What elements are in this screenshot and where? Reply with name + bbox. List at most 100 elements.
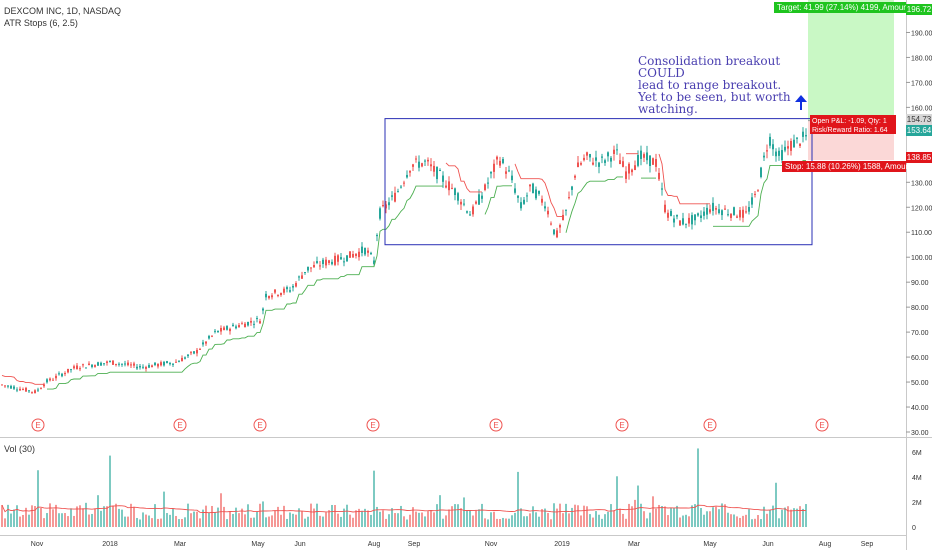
candle-body (676, 214, 678, 217)
candle-body (739, 210, 741, 218)
risk-reward-label: Risk/Reward Ratio: 1.64 (812, 127, 888, 134)
candle-body (184, 357, 186, 359)
candle-body (490, 171, 492, 174)
volume-bar (499, 519, 501, 527)
candle-body (805, 135, 807, 137)
volume-bar (223, 506, 225, 527)
y-tick-label: 120.00 (911, 205, 932, 212)
volume-bar (22, 514, 24, 527)
volume-bar (328, 510, 330, 527)
candle-body (358, 251, 360, 258)
volume-bar (157, 518, 159, 527)
volume-legend[interactable]: Vol (30) (4, 444, 36, 454)
volume-bar (184, 517, 186, 527)
candle-body (733, 207, 735, 215)
volume-bar (418, 512, 420, 527)
volume-bar (790, 509, 792, 527)
volume-bar (763, 506, 765, 527)
candle-body (403, 182, 405, 184)
symbol-legend[interactable]: DEXCOM INC, 1D, NASDAQ (4, 6, 122, 16)
candle-body (121, 363, 123, 365)
volume-bar (190, 513, 192, 527)
volume-bar (220, 493, 222, 527)
candle-body (532, 183, 534, 194)
indicator-legend[interactable]: ATR Stops (6, 2.5) (4, 18, 78, 28)
candle-body (595, 157, 597, 161)
candle-body (310, 267, 312, 269)
volume-bar (793, 508, 795, 527)
candle-body (46, 379, 48, 383)
candle-body (79, 368, 81, 370)
earnings-marker-label: E (619, 421, 624, 430)
candle-body (127, 362, 129, 366)
volume-bar (667, 515, 669, 527)
candle-body (268, 295, 270, 299)
volume-bar (1, 505, 3, 527)
volume-bar (292, 513, 294, 527)
volume-bar (343, 508, 345, 527)
volume-bar (583, 505, 585, 527)
volume-bar (523, 516, 525, 527)
candle-body (472, 206, 474, 215)
volume-bar (694, 504, 696, 527)
volume-bar (556, 508, 558, 527)
candle-body (118, 363, 120, 365)
volume-bar (67, 516, 69, 527)
earnings-marker (253, 418, 267, 432)
candle-body (286, 287, 288, 290)
candle-body (190, 352, 192, 354)
candle-body (502, 159, 504, 164)
volume-bar (247, 504, 249, 527)
volume-bar (502, 517, 504, 527)
volume-bar (250, 517, 252, 527)
y-tick-label: 50.00 (911, 380, 929, 387)
candle-body (667, 212, 669, 218)
candle-body (754, 193, 756, 195)
volume-bar (643, 511, 645, 527)
candle-body (223, 327, 225, 331)
volume-bar (241, 508, 243, 527)
candle-body (319, 265, 321, 267)
candle-body (631, 169, 633, 173)
candle-body (622, 161, 624, 167)
volume-bar (640, 503, 642, 527)
candle-body (217, 330, 219, 333)
candle-body (22, 389, 24, 391)
candle-body (574, 175, 576, 178)
volume-bar (118, 508, 120, 527)
candle-body (250, 321, 252, 323)
volume-bar (550, 519, 552, 527)
volume-bar (442, 518, 444, 527)
volume-bar (472, 515, 474, 527)
candle-body (478, 194, 480, 205)
candle-body (550, 223, 552, 225)
candle-body (745, 211, 747, 213)
volume-bar (412, 507, 414, 527)
candle-body (169, 363, 171, 365)
volume-bar (355, 510, 357, 527)
candle-body (517, 195, 519, 198)
candle-body (628, 163, 630, 174)
earnings-marker-label: E (370, 421, 375, 430)
volume-bar (334, 505, 336, 527)
volume-bar (4, 518, 6, 527)
volume-bar (82, 508, 84, 527)
candle-body (475, 201, 477, 204)
candle-body (685, 223, 687, 225)
candle-body (301, 275, 303, 279)
volume-bar (43, 518, 45, 527)
open-pnl-label: Open P&L: -1.09, Qty: 1 (812, 118, 887, 125)
y-tick-label: 160.00 (911, 105, 932, 112)
volume-bar (232, 513, 234, 527)
candle-body (619, 160, 621, 165)
x-tick-label: May (703, 541, 717, 548)
volume-bar (547, 512, 549, 527)
analysis-note[interactable]: Consolidation breakout COULD lead to ran… (638, 54, 791, 116)
volume-bar (262, 501, 264, 527)
candle-body (34, 390, 36, 394)
earnings-marker-label: E (35, 421, 40, 430)
volume-bar (406, 519, 408, 527)
candle-body (598, 162, 600, 167)
